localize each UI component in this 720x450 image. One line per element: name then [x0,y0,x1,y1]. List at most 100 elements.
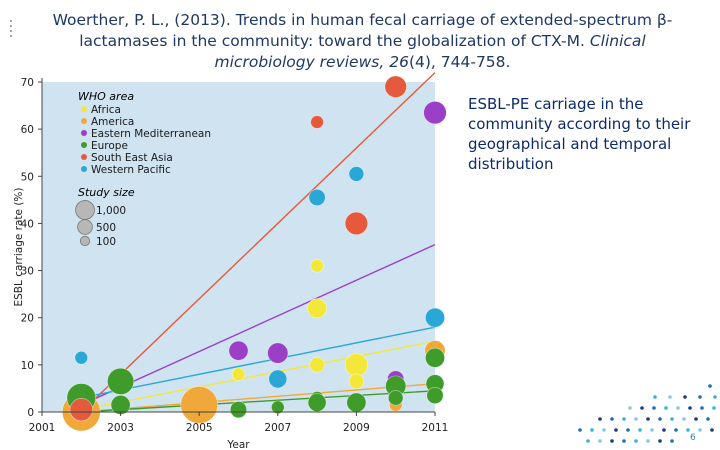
axes: 0 10 20 30 40 50 60 70 2001 2003 2005 2007 2009 2011 [21,77,449,434]
deco-dot [626,428,630,432]
data-point [307,393,327,412]
legend-swatch [81,154,87,160]
legend-swatch [81,142,87,148]
legend: WHO area Study size AfricaAmericaEastern… [75,90,211,248]
deco-dot [653,395,657,399]
legend-size-swatch [77,219,93,235]
trend-line [81,383,436,413]
deco-dot [674,428,678,432]
legend-entry: Europe [91,140,128,152]
y-tick-label: 0 [27,407,34,419]
x-tick-label: 2003 [107,422,134,434]
legend-entry: South East Asia [91,152,173,164]
legend-size-label: 1,000 [96,205,126,217]
y-tick-label: 30 [21,266,34,278]
data-point [344,211,369,236]
x-tick-label: 2009 [343,422,370,434]
data-point [107,367,135,395]
data-point [310,259,324,273]
legend-swatch [81,166,87,172]
trend-line [81,244,436,406]
dots-decoration [578,384,717,443]
data-point [384,75,407,98]
legend-swatch [81,130,87,136]
deco-dot [590,428,594,432]
y-tick-label: 10 [21,360,34,372]
deco-dot [602,428,606,432]
citation-heading: Woerther, P. L., (2013). Trends in human… [30,10,695,73]
legend-who-title: WHO area [78,90,134,103]
trend-line [81,326,436,399]
data-point [425,307,445,328]
data-point [310,115,324,129]
data-point [267,342,289,364]
deco-dot [622,417,626,421]
data-point [388,390,404,406]
citation-journal: Clinical microbiology reviews, [214,32,646,71]
deco-dot [646,439,650,443]
deco-dot [688,406,692,410]
x-tick-label: 2007 [264,422,291,434]
data-point [307,298,328,319]
trend-lines [80,72,436,413]
citation-issue-pages: (4), 744-758. [408,53,511,71]
y-tick-label: 60 [21,124,34,136]
y-tick-label: 50 [21,171,34,183]
y-tick-label: 20 [21,313,34,325]
legend-swatch [81,118,87,124]
legend-size-swatch [79,235,91,247]
data-point [344,353,369,377]
legend-size-title: Study size [78,186,135,199]
deco-dot [664,406,668,410]
deco-dot [640,406,644,410]
trend-line [81,390,436,413]
deco-dot [578,428,582,432]
legend-entry: Africa [91,104,121,116]
citation-title: Trends in human fecal carriage of extend… [79,11,673,50]
data-point [180,386,218,424]
deco-dot [628,406,632,410]
deco-dot [706,417,710,421]
data-point [425,347,445,368]
legend-size-label: 500 [96,222,116,234]
side-dots-decoration [10,20,12,40]
deco-dot [708,384,712,388]
data-points [62,75,447,432]
deco-dot [700,406,704,410]
deco-dot [598,417,602,421]
deco-dot [683,395,687,399]
page-number: 6 [690,433,696,443]
x-tick-label: 2011 [422,422,449,434]
y-tick-label: 70 [21,77,34,89]
deco-dot [682,417,686,421]
deco-dot [598,439,602,443]
deco-dot [634,439,638,443]
deco-dot [610,439,614,443]
deco-dot [713,395,717,399]
x-tick-label: 2001 [29,422,56,434]
deco-dot [638,428,642,432]
data-point [231,367,246,381]
deco-dot [614,428,618,432]
deco-dot [622,439,626,443]
legend-entry: Western Pacific [91,164,171,176]
citation-volume: 26 [389,53,409,71]
data-point [69,398,93,422]
x-axis-label: Year [226,439,250,450]
legend-entry: Eastern Mediterranean [91,128,211,140]
deco-dot [710,428,714,432]
x-tick-label: 2005 [186,422,213,434]
deco-dot [646,417,650,421]
data-point [346,392,367,413]
data-point [230,401,248,419]
deco-dot [650,428,654,432]
y-tick-label: 40 [21,218,34,230]
data-point [348,166,365,182]
trend-line [81,340,436,411]
legend-size-swatch [75,200,95,220]
deco-dot [694,417,698,421]
data-point [228,340,249,361]
deco-dot [658,439,662,443]
data-point [268,369,288,389]
